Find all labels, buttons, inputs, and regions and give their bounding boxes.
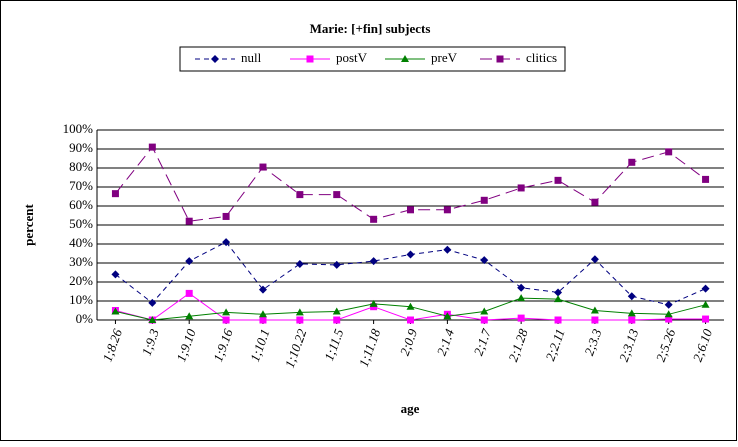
point: [590, 255, 599, 264]
y-tick-label: 90%: [69, 140, 93, 155]
point: [222, 308, 231, 316]
point: [480, 316, 488, 324]
point: [296, 191, 304, 199]
point: [185, 217, 193, 225]
point: [406, 250, 415, 259]
point: [332, 307, 341, 315]
chart-title: Marie: [+fin] subjects: [310, 21, 431, 36]
point: [111, 270, 120, 279]
legend-label: preV: [431, 50, 458, 65]
point: [517, 294, 526, 302]
point: [517, 283, 526, 292]
point: [665, 148, 673, 156]
point: [185, 312, 194, 320]
point: [295, 308, 304, 316]
point: [185, 257, 194, 266]
point: [333, 191, 341, 199]
point: [702, 315, 710, 323]
legend-label: postV: [336, 50, 368, 65]
y-tick-label: 100%: [63, 121, 94, 136]
point: [701, 300, 710, 308]
point: [628, 316, 636, 324]
point: [554, 176, 562, 184]
x-axis-title: age: [401, 401, 420, 416]
point: [443, 245, 452, 254]
point: [554, 288, 563, 297]
point: [407, 206, 414, 214]
point: [369, 257, 378, 266]
point: [627, 309, 636, 317]
point: [554, 316, 562, 324]
y-tick-label: 30%: [69, 254, 93, 269]
point: [185, 289, 193, 297]
point: [296, 316, 304, 324]
point: [702, 175, 710, 183]
point: [332, 260, 341, 269]
legend-marker: [306, 55, 314, 63]
point: [111, 190, 119, 198]
point: [148, 298, 157, 307]
point: [148, 316, 157, 323]
point: [111, 307, 120, 315]
point: [701, 284, 710, 293]
point: [295, 259, 304, 268]
y-tick-label: 10%: [69, 292, 93, 307]
legend-marker: [211, 55, 219, 63]
point: [443, 312, 452, 320]
y-tick-label: 80%: [69, 159, 93, 174]
point: [222, 316, 230, 324]
point: [591, 316, 599, 324]
legend-label: clitics: [526, 50, 557, 65]
point: [590, 306, 599, 314]
legend-label: null: [241, 50, 262, 65]
point: [554, 295, 563, 303]
y-axis-title: percent: [21, 204, 36, 246]
point: [517, 314, 525, 322]
point: [406, 302, 415, 310]
y-tick-label: 40%: [69, 235, 93, 250]
y-tick-label: 70%: [69, 178, 93, 193]
point: [370, 215, 378, 223]
point: [627, 292, 636, 301]
y-tick-label: 20%: [69, 273, 93, 288]
legend-marker: [401, 55, 409, 62]
point: [369, 299, 378, 307]
point: [480, 256, 489, 265]
legend-marker: [496, 55, 504, 63]
point: [664, 310, 673, 318]
point: [443, 206, 451, 214]
point: [333, 316, 341, 324]
point: [258, 310, 267, 318]
point: [258, 285, 267, 294]
point: [222, 238, 231, 247]
point: [591, 198, 599, 206]
point: [480, 307, 489, 315]
y-tick-label: 50%: [69, 216, 93, 231]
point: [259, 163, 267, 171]
point: [517, 184, 525, 192]
point: [664, 300, 673, 309]
point: [480, 196, 488, 204]
point: [407, 316, 414, 324]
y-tick-label: 0%: [76, 311, 94, 326]
y-tick-label: 60%: [69, 197, 93, 212]
point: [628, 158, 636, 166]
point: [222, 212, 230, 220]
point: [665, 315, 673, 323]
point: [259, 316, 267, 324]
point: [148, 143, 156, 151]
